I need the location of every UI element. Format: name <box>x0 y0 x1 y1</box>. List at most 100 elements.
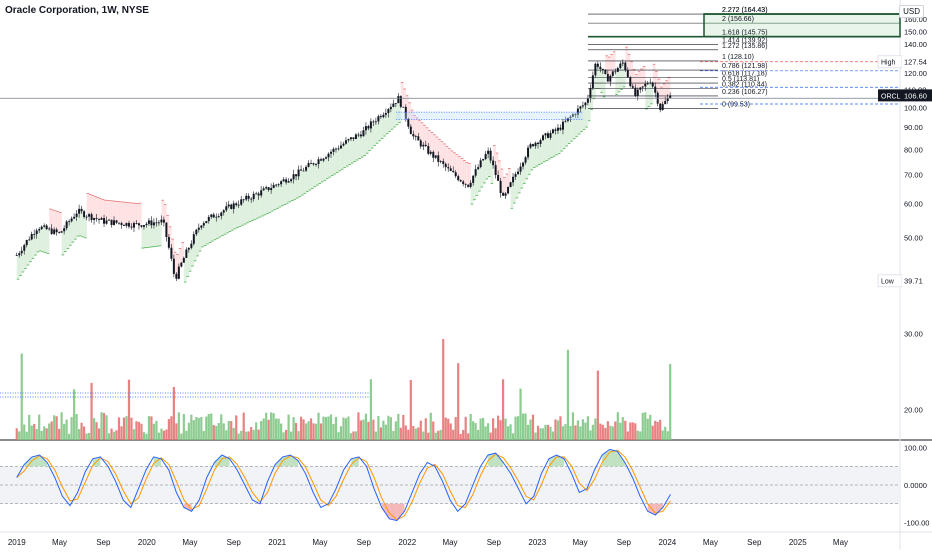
trend-fill <box>236 205 240 228</box>
time-tick-label: Sep <box>96 538 111 547</box>
candle <box>162 216 165 227</box>
trend-fill <box>602 70 606 97</box>
candle-body <box>609 75 612 82</box>
trend-fill <box>321 160 324 182</box>
trend-fill <box>99 198 102 220</box>
time-tick-label: 2022 <box>398 538 416 547</box>
trend-fill <box>208 216 212 243</box>
candle-body <box>247 195 250 199</box>
osc-overbought-fill <box>31 455 40 467</box>
candle-body <box>359 134 362 137</box>
currency-label[interactable]: USD <box>899 5 924 18</box>
candle-body <box>75 213 78 217</box>
fib-level-label: 1 (128.10) <box>722 54 754 61</box>
trend-fill <box>538 143 541 165</box>
candle-body <box>127 222 130 227</box>
price-tick-label: 140.00 <box>904 40 927 49</box>
candle <box>225 201 228 213</box>
candle <box>43 223 46 228</box>
candle <box>507 186 510 195</box>
candle <box>596 61 599 69</box>
trend-fill <box>316 164 319 186</box>
volume-bar <box>407 429 410 440</box>
trend-fill <box>273 184 277 210</box>
trend-fill <box>525 157 529 179</box>
trend-fill <box>513 176 516 204</box>
candle-body <box>349 137 352 140</box>
candle-body <box>394 103 397 104</box>
trend-fill <box>373 122 377 146</box>
candle <box>669 92 672 99</box>
volume-bar <box>342 417 345 440</box>
trend-fill <box>425 127 429 147</box>
volume-bar <box>162 430 165 440</box>
volume-bar <box>509 424 512 440</box>
candle-body <box>295 174 298 177</box>
candle <box>369 118 372 133</box>
candle <box>120 221 123 229</box>
volume-bar <box>384 424 387 440</box>
candle <box>232 200 235 214</box>
trend-fill <box>557 127 561 154</box>
candle <box>157 220 160 226</box>
candles-group <box>15 59 672 281</box>
candle-body <box>342 143 345 146</box>
candle <box>270 183 273 194</box>
time-tick-label: May <box>703 538 718 547</box>
candle <box>474 164 477 178</box>
trend-fill <box>178 248 182 267</box>
candle-body <box>282 179 285 182</box>
trend-fill <box>94 196 97 219</box>
candle <box>240 196 243 206</box>
trend-fill <box>44 225 47 253</box>
candle-body <box>537 142 540 144</box>
trend-fill <box>433 134 437 158</box>
candle <box>30 231 33 241</box>
candle-body <box>222 210 225 213</box>
volume-bar <box>566 349 570 440</box>
candle-body <box>135 223 138 224</box>
volume-bar <box>654 420 657 440</box>
candle-body <box>147 220 150 224</box>
candle-body <box>626 70 629 78</box>
candle-body <box>227 204 230 207</box>
trend-fill <box>605 55 609 74</box>
candle <box>457 174 460 182</box>
volume-group <box>15 338 672 440</box>
fibonacci-group: 0 (99.53) 0.236 (106.27)0.382 (110.44)0.5… <box>588 7 901 109</box>
trend-fill <box>642 66 646 87</box>
volume-bar <box>75 414 78 440</box>
candle-body <box>364 126 367 131</box>
candle-body <box>419 140 422 147</box>
trend-fill <box>607 57 611 82</box>
candle-body <box>621 62 624 64</box>
trend-fill <box>223 210 227 235</box>
candle <box>651 81 654 89</box>
candle-body <box>90 214 93 220</box>
candle <box>372 119 375 126</box>
trend-fill <box>475 169 479 196</box>
trend-fill <box>79 208 82 236</box>
candle <box>384 108 387 118</box>
candle-body <box>103 218 106 224</box>
candle <box>63 225 66 235</box>
candle <box>409 124 412 135</box>
candle-body <box>529 144 532 148</box>
trend-fill <box>296 176 299 199</box>
candle-body <box>145 223 148 226</box>
trend-fill <box>54 210 57 230</box>
trend-fill <box>463 160 466 184</box>
candle-body <box>392 103 395 107</box>
fib-level-label: 1.414 (139.92) <box>722 37 768 44</box>
volume-bar <box>55 416 58 440</box>
candle-body <box>285 179 288 183</box>
trend-fill <box>211 214 215 242</box>
volume-bar <box>409 379 412 440</box>
osc-tick-label: 100.00 <box>904 444 927 453</box>
candle-body <box>33 233 36 235</box>
low-tag-text: Low <box>881 279 895 286</box>
candle <box>25 239 28 248</box>
trend-fill <box>440 141 444 162</box>
trend-fill <box>612 51 616 72</box>
candle <box>170 244 173 262</box>
